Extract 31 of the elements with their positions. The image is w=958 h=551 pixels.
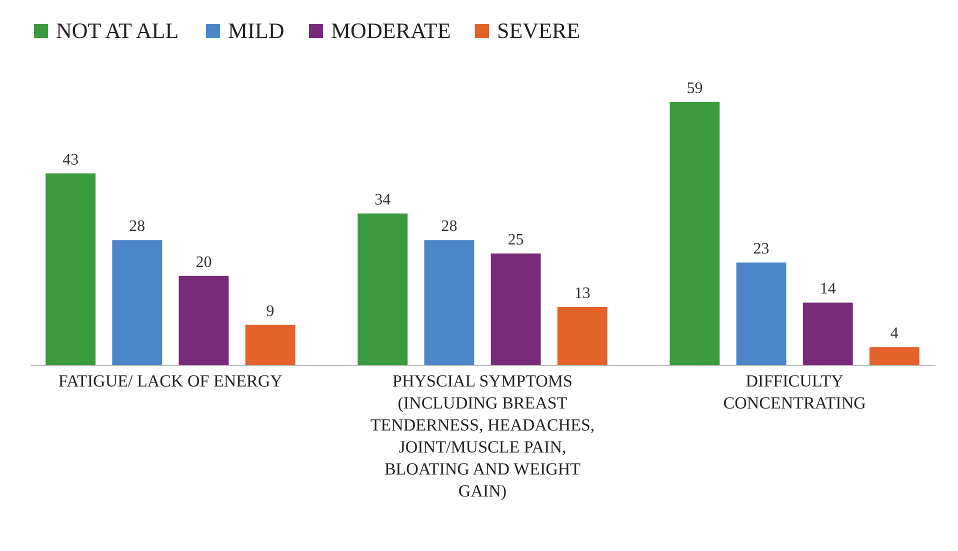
data-label: 4: [890, 325, 898, 342]
x-tick-label: FATIGUE/ LACK OF ENERGY: [58, 372, 282, 390]
data-label: 9: [266, 302, 274, 320]
data-label: 28: [129, 218, 146, 236]
bar: [245, 324, 296, 365]
x-tick-label: DIFFICULTY CONCENTRATING: [723, 372, 866, 412]
data-label: 28: [441, 218, 458, 236]
bar: [178, 276, 229, 365]
x-tick-label: PHYSCIAL SYMPTOMS (INCLUDING BREAST TENDERNESS, HEADACHES, JOINT/MUSCLE PAIN, BLOATING AND WEIGHT GAIN): [370, 372, 595, 500]
data-label: 43: [62, 151, 79, 168]
bar: [802, 302, 853, 365]
data-label: 34: [374, 191, 391, 208]
legend-label: NOT AT ALL: [56, 18, 179, 43]
bar: [424, 240, 474, 365]
bar: [736, 262, 786, 365]
bar: [670, 102, 720, 365]
legend-label: MODERATE: [331, 18, 451, 43]
data-label: 13: [574, 285, 590, 302]
bar: [112, 240, 162, 365]
bar: [869, 347, 920, 365]
bar: [490, 254, 541, 365]
data-label: 25: [508, 232, 524, 249]
data-label: 23: [753, 240, 770, 258]
bar: [358, 213, 408, 365]
data-label: 59: [686, 80, 703, 97]
data-label: 20: [196, 254, 212, 271]
legend-label: SEVERE: [497, 18, 580, 43]
bar: [46, 173, 96, 365]
data-label: 14: [820, 280, 836, 298]
legend-label: MILD: [228, 18, 284, 43]
bar: [557, 307, 608, 365]
